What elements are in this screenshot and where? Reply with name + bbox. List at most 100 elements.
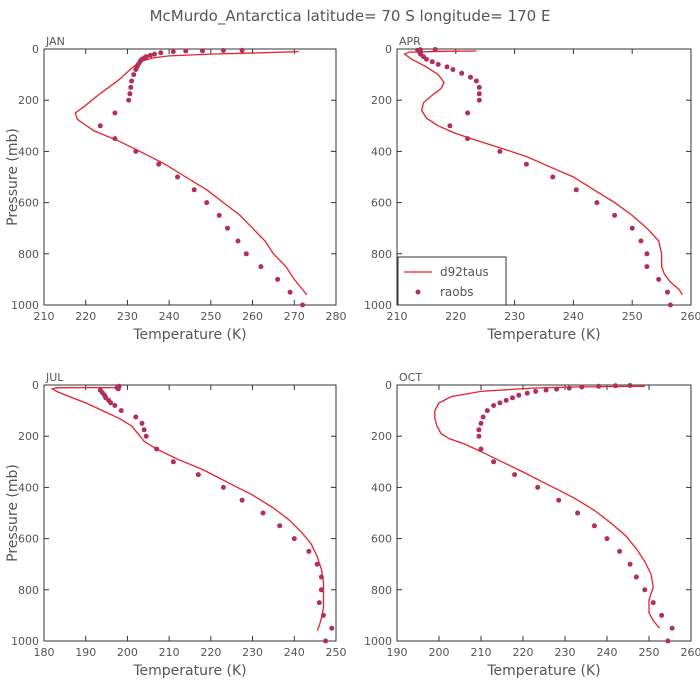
data-point <box>239 47 245 53</box>
data-point <box>147 52 153 58</box>
data-point <box>638 238 644 244</box>
data-point <box>170 459 176 465</box>
data-point <box>596 383 602 389</box>
data-point <box>287 289 293 295</box>
y-tick-label: 0 <box>32 379 39 392</box>
data-point <box>644 264 650 270</box>
data-point <box>133 414 139 420</box>
panel-label: OCT <box>399 371 422 384</box>
x-tick-label: 250 <box>639 646 660 659</box>
data-point <box>152 51 157 57</box>
data-point <box>235 238 241 244</box>
panel-apr: 210 220 230 240 250 260 0 200 400 600 800 1000 APR Te… <box>364 35 700 343</box>
y-tick-label: 400 <box>18 145 39 158</box>
x-tick-label: 240 <box>597 646 618 659</box>
data-point <box>97 123 103 129</box>
x-tick-label: 230 <box>555 646 576 659</box>
data-point <box>275 276 281 282</box>
data-point <box>484 408 490 414</box>
series-markers-raobs <box>415 47 673 308</box>
data-point <box>473 78 479 84</box>
y-axis-label: Pressure (mb) <box>5 464 21 562</box>
data-point <box>435 61 441 67</box>
data-point <box>512 472 518 478</box>
data-point <box>627 561 633 567</box>
data-point <box>447 123 453 129</box>
data-point <box>191 187 197 193</box>
data-point <box>258 264 264 270</box>
data-point <box>656 276 662 282</box>
data-point <box>633 574 639 580</box>
data-point <box>556 497 562 503</box>
data-point <box>659 612 665 618</box>
data-point <box>432 47 438 52</box>
data-point <box>468 74 473 80</box>
data-point <box>480 414 486 420</box>
data-point <box>478 420 484 426</box>
legend-marker-swatch <box>415 289 421 295</box>
legend: d92taus raobs <box>397 256 507 306</box>
data-point <box>129 78 135 84</box>
data-point <box>642 587 648 593</box>
y-axis-label: Pressure (mb) <box>5 128 21 226</box>
legend-label: d92taus <box>440 265 489 279</box>
y-tick-label: 200 <box>371 94 392 107</box>
data-point <box>156 161 162 167</box>
x-tick-label: 280 <box>326 310 347 323</box>
x-tick-label: 200 <box>117 646 138 659</box>
data-point <box>291 536 297 542</box>
data-point <box>175 174 180 180</box>
legend-label: raobs <box>440 285 474 299</box>
x-tick-label: 250 <box>622 310 643 323</box>
data-point <box>128 84 134 90</box>
data-point <box>644 251 650 257</box>
data-point <box>127 91 133 97</box>
data-point <box>669 625 675 631</box>
data-point <box>503 397 509 403</box>
data-point <box>118 408 124 414</box>
data-point <box>594 200 600 206</box>
x-tick-label: 260 <box>242 310 263 323</box>
data-point <box>516 392 522 398</box>
data-point <box>220 484 226 490</box>
x-tick-label: 220 <box>445 310 466 323</box>
data-point <box>277 523 283 529</box>
data-point <box>491 403 497 408</box>
y-tick-label: 400 <box>18 481 39 494</box>
x-tick-label: 220 <box>513 646 534 659</box>
data-point <box>112 136 118 142</box>
x-tick-label: 210 <box>34 310 55 323</box>
data-point <box>535 484 541 490</box>
data-point <box>465 136 471 142</box>
data-point <box>476 84 482 90</box>
x-tick-label: 260 <box>681 646 700 659</box>
data-point <box>573 187 579 193</box>
x-tick-label: 230 <box>504 310 525 323</box>
x-tick-label: 210 <box>471 646 492 659</box>
data-point <box>260 510 266 516</box>
y-tick-label: 1000 <box>364 635 392 648</box>
data-point <box>239 497 245 503</box>
data-point <box>617 548 623 554</box>
plot-frame <box>396 48 692 306</box>
data-point <box>523 161 529 167</box>
data-point <box>476 433 482 439</box>
y-tick-label: 0 <box>385 43 392 56</box>
data-point <box>318 574 324 580</box>
data-point <box>612 383 618 389</box>
data-point <box>329 625 335 631</box>
x-axis-label: Temperature (K) <box>486 663 600 679</box>
plot-frame <box>43 384 337 642</box>
panel-jul: 180 190 200 210 220 230 240 250 0 200 400 600 800 100… <box>5 371 347 679</box>
x-axis-label: Temperature (K) <box>486 327 600 343</box>
data-point <box>204 200 210 206</box>
series-markers-raobs <box>97 383 335 644</box>
data-point <box>314 561 320 567</box>
x-tick-label: 230 <box>117 310 138 323</box>
x-tick-label: 220 <box>75 310 96 323</box>
x-tick-label: 250 <box>200 310 221 323</box>
y-tick-label: 200 <box>18 430 39 443</box>
data-point <box>108 400 114 406</box>
x-tick-label: 210 <box>159 646 180 659</box>
y-tick-label: 400 <box>371 145 392 158</box>
